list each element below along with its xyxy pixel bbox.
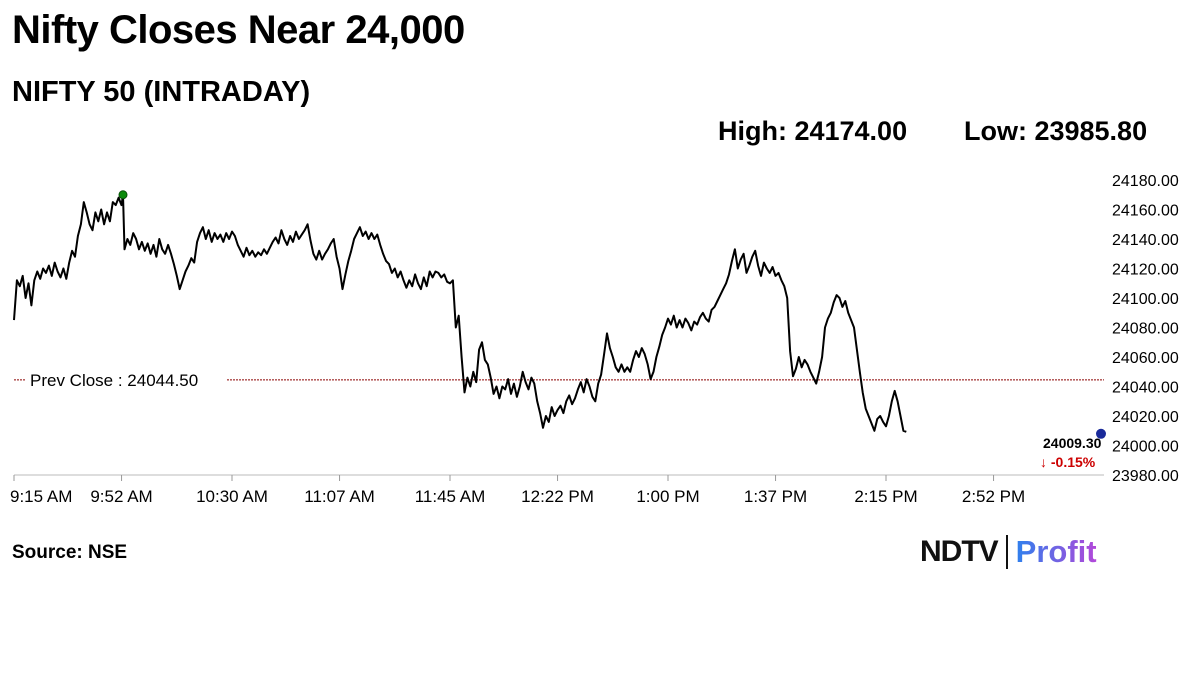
brand-separator (1005, 535, 1008, 569)
last-price-marker (1096, 428, 1106, 439)
prev-close-label-bg (26, 369, 226, 390)
x-tick-label: 2:52 PM (962, 487, 1025, 506)
y-tick-label: 24120.00 (1112, 262, 1179, 279)
x-tick-label: 11:45 AM (415, 487, 486, 506)
x-tick-label: 11:07 AM (304, 487, 375, 506)
last-price-label: 24009.30 (1043, 435, 1102, 451)
x-tick-label: 10:30 AM (196, 487, 268, 506)
x-tick-label: 2:15 PM (854, 487, 917, 506)
y-tick-label: 23980.00 (1112, 468, 1179, 485)
intraday-high: High: 24174.00 (718, 116, 908, 146)
change-percent-label: ↓ -0.15% (1040, 454, 1096, 470)
y-tick-label: 24100.00 (1112, 291, 1179, 308)
y-tick-label: 24000.00 (1112, 439, 1179, 456)
intraday-low: Low: 23985.80 (964, 116, 1148, 146)
y-tick-label: 24160.00 (1112, 203, 1179, 220)
brand-logo: NDTV Profit (920, 532, 1097, 572)
y-tick-label: 24060.00 (1112, 350, 1179, 367)
y-tick-label: 24140.00 (1112, 232, 1179, 249)
y-tick-label: 24080.00 (1112, 321, 1179, 338)
prev-close-label: Prev Close : 24044.50 (30, 371, 198, 390)
x-tick-label: 1:00 PM (636, 487, 699, 506)
y-tick-label: 24040.00 (1112, 380, 1179, 397)
price-line-series (13, 193, 907, 433)
y-tick-label: 24020.00 (1112, 409, 1179, 426)
chart-subtitle: NIFTY 50 (INTRADAY) (12, 76, 311, 108)
x-tick-label: 12:22 PM (521, 487, 594, 506)
x-tick-label: 1:37 PM (744, 487, 807, 506)
x-tick-label: 9:52 AM (90, 487, 152, 506)
ndtv-wordmark: NDTV (920, 535, 999, 568)
high-marker (118, 190, 128, 200)
profit-wordmark: Profit (1015, 534, 1097, 569)
source-note: Source: NSE (12, 542, 128, 563)
y-axis: 24180.00 24160.00 24140.00 24120.00 24100.00… (1112, 173, 1179, 485)
y-tick-label: 24180.00 (1112, 173, 1179, 190)
x-axis: 9:15 AM 9:52 AM 10:30 AM 11:07 AM 11:45 AM 12… (10, 474, 1104, 506)
x-tick-label: 9:15 AM (10, 487, 72, 506)
chart-headline: Nifty Closes Near 24,000 (12, 8, 465, 52)
